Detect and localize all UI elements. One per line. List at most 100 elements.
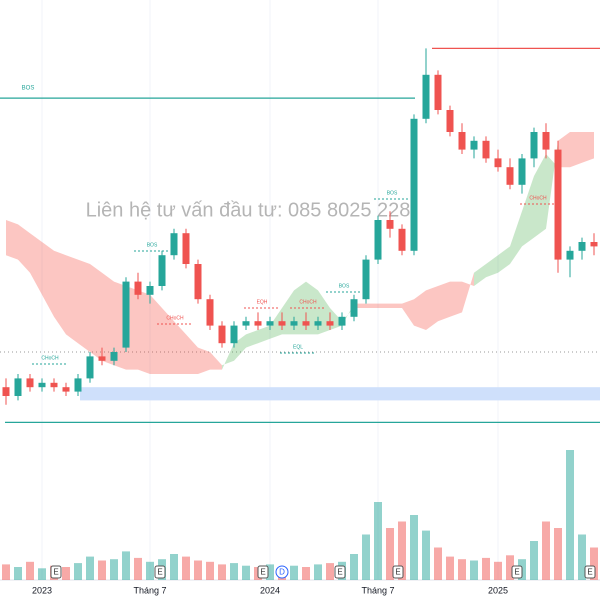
event-label: E [395, 568, 400, 577]
cloud-segment [534, 154, 546, 238]
volume-bar [2, 564, 10, 580]
event-badge [50, 565, 62, 579]
cloud-segment [390, 303, 402, 308]
candle-body [122, 281, 130, 348]
event-badge [334, 565, 346, 579]
cloud-segment [246, 330, 258, 348]
cloud-segment [486, 255, 498, 278]
candle-body [38, 382, 46, 388]
cloud-segment [18, 224, 30, 273]
volume-bar [134, 557, 142, 580]
cloud-segment [174, 321, 186, 374]
candle-body [170, 233, 178, 256]
candle-body [182, 233, 190, 264]
event-label: D [279, 568, 285, 577]
candle-body [158, 255, 166, 286]
candle-body [146, 286, 154, 295]
candle-body [518, 158, 526, 185]
x-tick-label: Tháng 7 [361, 585, 394, 595]
volume-bar [482, 557, 490, 580]
annotation: BOS [387, 190, 398, 196]
cloud-segment [510, 211, 522, 264]
volume-bar [326, 563, 334, 580]
annotation: EQH [257, 299, 268, 305]
volume-bar [386, 528, 394, 580]
cloud-segment [462, 272, 474, 313]
annotation: CHoCH [166, 315, 184, 321]
volume-bar [74, 563, 82, 580]
candle-body [362, 259, 370, 300]
cloud-segment [402, 299, 414, 326]
volume-bar [362, 534, 370, 580]
volume-bar [38, 568, 46, 580]
candle-body [254, 321, 262, 326]
cloud-segment [234, 334, 246, 361]
annotation: CHoCH [529, 195, 547, 201]
volume-bar [86, 556, 94, 580]
candle-body [194, 264, 202, 300]
volume-bar [266, 564, 274, 580]
event-label: E [260, 568, 265, 577]
cloud-segment [6, 220, 18, 260]
candle-body [410, 118, 418, 251]
candle-body [338, 316, 346, 326]
event-marker[interactable]: E [257, 565, 269, 579]
event-marker[interactable]: E [392, 565, 404, 579]
annotation: BOS [339, 283, 350, 289]
event-marker[interactable]: E [334, 565, 346, 579]
volume-bar [554, 528, 562, 580]
volume-bar [374, 502, 382, 580]
volume-bar [494, 561, 502, 580]
event-marker[interactable]: E [50, 565, 62, 579]
candle-body [542, 132, 550, 150]
candle-body [206, 299, 214, 326]
volume-bar [590, 547, 598, 580]
volume-bar [98, 560, 106, 580]
level-label: BOS [22, 86, 35, 92]
volume-bar [122, 551, 130, 580]
cloud-segment [222, 343, 234, 370]
volume-bar [350, 554, 358, 580]
cloud-segment [198, 347, 210, 374]
candle-body [386, 220, 394, 229]
watermark: Liên hệ tư vấn đầu tư: 085 8025 228 [86, 199, 411, 221]
event-marker[interactable]: E [154, 565, 166, 579]
candle-body [314, 321, 322, 326]
candle-body [566, 250, 574, 260]
event-marker[interactable]: E [584, 565, 596, 579]
volume-bar [230, 563, 238, 580]
event-marker[interactable]: E [511, 565, 523, 579]
event-marker[interactable]: D [275, 565, 289, 579]
volume-bar [530, 541, 538, 580]
volume-bar [542, 521, 550, 580]
volume-bar [302, 567, 310, 580]
volume-bar [170, 554, 178, 580]
event-badge [584, 565, 596, 579]
cloud-segment [42, 242, 54, 317]
cloud-segment [438, 281, 450, 322]
event-label: E [337, 568, 342, 577]
cloud-segment [210, 352, 222, 370]
volume-bar [398, 521, 406, 580]
candle-body [326, 321, 334, 326]
event-label: E [157, 568, 162, 577]
volume-bar [242, 565, 250, 580]
annotation: CHoCH [41, 355, 59, 361]
demand-zone [80, 387, 600, 401]
cloud-segment [102, 272, 114, 366]
x-tick-label: 2025 [488, 585, 508, 595]
volume-bar [218, 564, 226, 580]
volume-bar [506, 555, 514, 580]
candle-body [506, 167, 514, 185]
event-badge [392, 565, 404, 579]
candle-body [374, 220, 382, 260]
volume-bar [470, 560, 478, 580]
cloud-segment [66, 255, 78, 344]
volume-bar [62, 567, 70, 580]
cloud-segment [498, 246, 510, 273]
candle-body [590, 242, 598, 247]
event-badge [275, 565, 289, 579]
candle-body [230, 325, 238, 344]
cloud-segment [582, 132, 594, 163]
